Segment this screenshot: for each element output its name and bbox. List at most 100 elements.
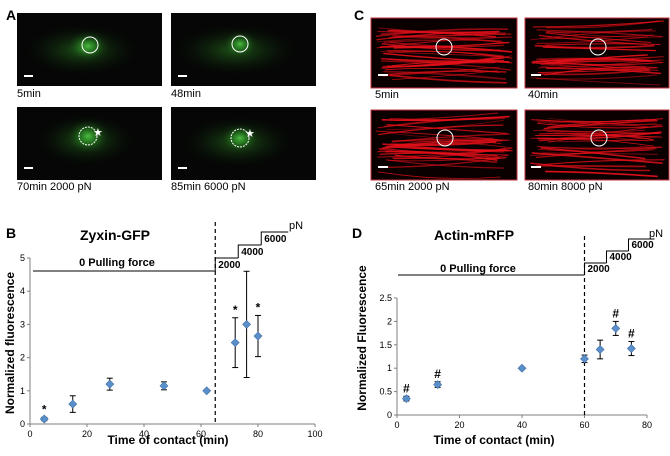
actin-image-3 [370, 109, 518, 181]
x-tick-label: 20 [82, 429, 92, 439]
gfp-image-2 [171, 13, 316, 86]
panel-letter-c: C [354, 7, 364, 23]
panel-b: B Zyxin-GFP Normalized fluorescence Time… [3, 220, 323, 447]
roi-circle [590, 129, 608, 147]
scale-bar [24, 75, 33, 77]
y-tick-label: 5 [20, 253, 25, 263]
roi-circle [230, 128, 250, 148]
roi-circle [78, 126, 98, 146]
data-point [595, 345, 605, 354]
bead-star-icon: ★ [93, 127, 103, 139]
y-tick-label: 2 [387, 316, 392, 326]
data-point [242, 319, 252, 329]
x-axis-label-d: Time of contact (min) [433, 433, 554, 447]
actin-caption-4: 80min 8000 pN [528, 181, 603, 193]
scale-bar [378, 166, 388, 168]
actin-fibers [530, 20, 665, 86]
x-tick-label: 0 [27, 429, 32, 439]
x-tick-label: 40 [139, 429, 149, 439]
force-step-edge [214, 257, 239, 271]
data-point [626, 344, 636, 353]
x-tick-label: 20 [454, 420, 464, 430]
x-tick-label: 100 [307, 429, 322, 439]
x-tick-label: 60 [196, 429, 206, 439]
bead-star-icon: ★ [245, 128, 255, 140]
x-tick-label: 80 [642, 420, 652, 430]
actin-caption-1: 5min [375, 89, 399, 101]
significance-mark: * [42, 402, 47, 416]
actin-image-2 [524, 17, 670, 89]
chart-title-d: Actin-mRFP [434, 227, 514, 243]
significance-mark: # [403, 381, 410, 395]
chart-title-b: Zyxin-GFP [80, 227, 150, 243]
pulling-label-b: 0 Pulling force [79, 257, 155, 269]
actin-fibers [375, 112, 513, 179]
x-axis-label-b: Time of contact (min) [107, 433, 228, 447]
force-step-edge [606, 250, 629, 263]
panel-letter-d: D [352, 225, 362, 241]
roi-circle [436, 129, 454, 147]
data-point [68, 399, 78, 409]
scale-bar [178, 75, 187, 77]
y-axis-label-b: Normalized fluorescence [3, 272, 17, 414]
y-tick-label: 0.5 [379, 387, 392, 397]
gfp-image-3: ★ [17, 107, 162, 180]
data-point [580, 354, 589, 364]
gfp-caption-4: 85min 6000 pN [171, 181, 246, 193]
actin-fibers [375, 27, 513, 84]
significance-mark: * [233, 303, 238, 317]
data-point [105, 379, 115, 389]
force-step-edge [237, 244, 262, 258]
force-step-label: 6000 [632, 240, 655, 251]
data-point [202, 386, 212, 396]
actin-image-4 [524, 109, 670, 181]
scale-bar [531, 166, 541, 168]
gfp-image-1 [17, 13, 162, 86]
data-point [611, 323, 621, 333]
significance-mark: # [434, 367, 441, 381]
force-step-edge [584, 262, 607, 275]
force-unit-b: pN [289, 220, 303, 232]
y-tick-label: 0 [20, 419, 25, 429]
gfp-caption-1: 5min [17, 88, 41, 100]
scale-bar [178, 167, 187, 169]
actin-fibers [530, 118, 665, 178]
force-step-label: 2000 [218, 260, 241, 271]
roi-circle [589, 38, 607, 56]
panel-d: D Actin-mRFP Normalized Fluorescence Tim… [352, 225, 663, 447]
significance-mark: # [628, 327, 635, 341]
panel-letter-a: A [6, 7, 16, 23]
y-tick-label: 2.5 [379, 293, 392, 303]
significance-mark: * [256, 300, 261, 314]
force-unit-d: pN [649, 228, 663, 240]
y-tick-label: 1 [20, 386, 25, 396]
roi-circle [435, 38, 453, 56]
data-point [433, 380, 443, 390]
y-tick-label: 1 [387, 363, 392, 373]
pulling-label-d: 0 Pulling force [440, 263, 516, 275]
roi-circle [81, 36, 99, 54]
data-point [39, 414, 49, 424]
roi-circle [231, 35, 249, 53]
panel-letter-b: B [6, 225, 16, 241]
scale-bar [378, 74, 388, 76]
data-point [159, 381, 169, 391]
x-tick-label: 0 [394, 420, 399, 430]
panel-c: C 5min 40min 65min 2000 pN 8 [354, 7, 670, 193]
data-point [230, 338, 240, 348]
y-axis-label-d: Normalized Fluorescence [355, 265, 369, 411]
y-tick-label: 1.5 [379, 340, 392, 350]
scale-bar [531, 74, 541, 76]
data-point [253, 331, 263, 341]
force-step-label: 4000 [610, 252, 633, 263]
y-tick-label: 3 [20, 319, 25, 329]
y-tick-label: 0 [387, 410, 392, 420]
significance-mark: # [612, 306, 619, 320]
scale-bar [24, 167, 33, 169]
x-tick-label: 40 [517, 420, 527, 430]
y-tick-label: 4 [20, 286, 25, 296]
force-step-label: 4000 [241, 247, 264, 258]
